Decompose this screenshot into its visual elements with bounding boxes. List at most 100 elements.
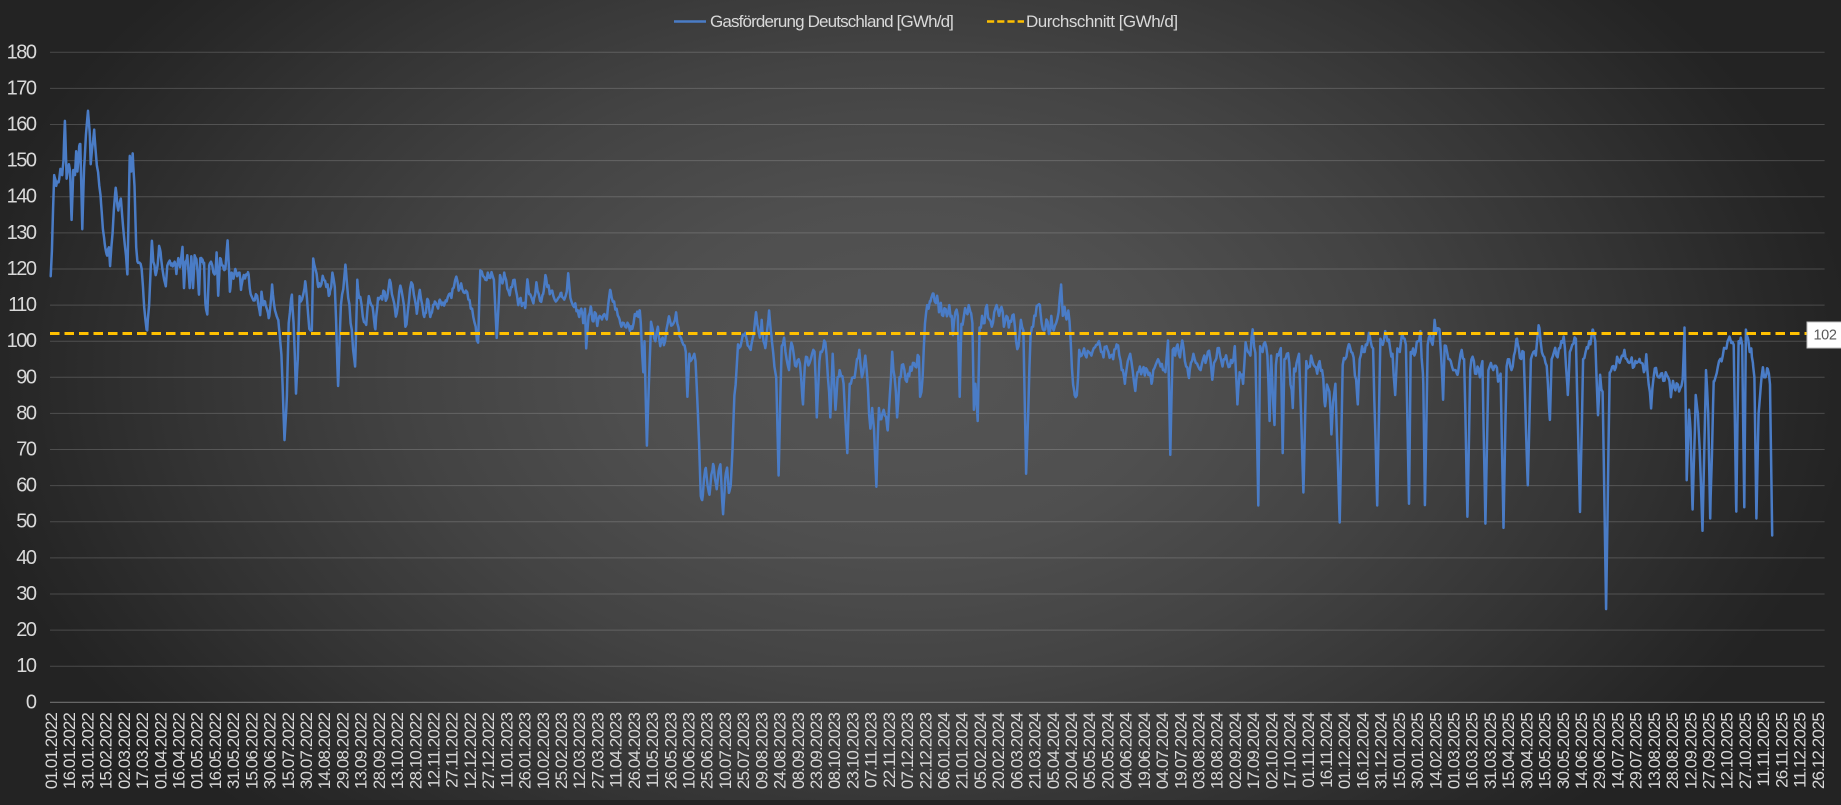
svg-text:30: 30 [16, 583, 37, 605]
svg-text:11.04.2023: 11.04.2023 [607, 713, 626, 788]
svg-text:01.01.2022: 01.01.2022 [42, 713, 61, 790]
svg-text:16.03.2025: 16.03.2025 [1463, 713, 1482, 790]
svg-text:60: 60 [16, 475, 37, 497]
svg-text:04.07.2024: 04.07.2024 [1153, 713, 1172, 790]
svg-text:27.12.2022: 27.12.2022 [479, 713, 498, 790]
svg-text:09.08.2023: 09.08.2023 [752, 713, 771, 790]
svg-text:21.03.2024: 21.03.2024 [1026, 713, 1045, 790]
svg-text:29.07.2025: 29.07.2025 [1627, 713, 1646, 790]
svg-text:01.11.2024: 01.11.2024 [1299, 713, 1318, 788]
svg-text:05.02.2024: 05.02.2024 [971, 713, 990, 790]
svg-text:01.12.2024: 01.12.2024 [1335, 713, 1354, 790]
svg-text:102: 102 [1814, 328, 1837, 344]
svg-text:11.12.2025: 11.12.2025 [1791, 713, 1810, 788]
svg-text:10.07.2023: 10.07.2023 [716, 713, 735, 790]
svg-text:16.12.2024: 16.12.2024 [1353, 713, 1372, 790]
svg-text:02.03.2022: 02.03.2022 [115, 713, 134, 790]
svg-text:24.08.2023: 24.08.2023 [771, 713, 790, 790]
svg-text:90: 90 [16, 366, 37, 388]
svg-text:16.11.2024: 16.11.2024 [1317, 713, 1336, 788]
svg-text:12.11.2022: 12.11.2022 [425, 713, 444, 788]
svg-text:25.07.2023: 25.07.2023 [734, 713, 753, 790]
svg-text:08.10.2023: 08.10.2023 [825, 713, 844, 790]
svg-text:06.03.2024: 06.03.2024 [1007, 713, 1026, 790]
svg-text:12.03.2023: 12.03.2023 [570, 713, 589, 790]
svg-text:15.01.2025: 15.01.2025 [1390, 713, 1409, 790]
svg-text:26.12.2025: 26.12.2025 [1809, 713, 1828, 790]
svg-text:23.09.2023: 23.09.2023 [807, 713, 826, 790]
svg-text:17.03.2022: 17.03.2022 [133, 713, 152, 790]
svg-text:19.07.2024: 19.07.2024 [1171, 713, 1190, 790]
svg-text:27.03.2023: 27.03.2023 [588, 713, 607, 790]
svg-text:50: 50 [16, 511, 37, 533]
svg-text:25.06.2023: 25.06.2023 [698, 713, 717, 790]
svg-text:30.01.2025: 30.01.2025 [1408, 713, 1427, 790]
svg-text:27.10.2025: 27.10.2025 [1736, 713, 1755, 790]
svg-text:28.10.2022: 28.10.2022 [406, 713, 425, 790]
svg-text:20.04.2024: 20.04.2024 [1062, 713, 1081, 790]
svg-text:03.08.2024: 03.08.2024 [1190, 713, 1209, 790]
svg-text:05.05.2024: 05.05.2024 [1080, 713, 1099, 790]
svg-text:10.06.2023: 10.06.2023 [680, 713, 699, 790]
svg-text:17.09.2024: 17.09.2024 [1244, 713, 1263, 790]
svg-text:30.06.2022: 30.06.2022 [261, 713, 280, 790]
svg-text:14.02.2025: 14.02.2025 [1426, 713, 1445, 790]
svg-text:14.06.2025: 14.06.2025 [1572, 713, 1591, 790]
svg-text:07.11.2023: 07.11.2023 [862, 713, 881, 788]
svg-text:14.08.2022: 14.08.2022 [315, 713, 334, 790]
svg-text:70: 70 [16, 439, 37, 461]
svg-text:12.10.2025: 12.10.2025 [1718, 713, 1737, 790]
svg-text:11.11.2025: 11.11.2025 [1754, 713, 1773, 787]
svg-text:11.01.2023: 11.01.2023 [497, 713, 516, 788]
svg-text:26.01.2023: 26.01.2023 [516, 713, 535, 790]
svg-text:19.06.2024: 19.06.2024 [1135, 713, 1154, 790]
svg-text:04.06.2024: 04.06.2024 [1117, 713, 1136, 790]
svg-text:05.04.2024: 05.04.2024 [1044, 713, 1063, 790]
svg-text:20.05.2024: 20.05.2024 [1098, 713, 1117, 790]
svg-text:30.04.2025: 30.04.2025 [1517, 713, 1536, 790]
svg-text:23.10.2023: 23.10.2023 [843, 713, 862, 790]
svg-text:30.07.2022: 30.07.2022 [297, 713, 316, 790]
svg-text:20.02.2024: 20.02.2024 [989, 713, 1008, 790]
svg-text:11.05.2023: 11.05.2023 [643, 713, 662, 788]
svg-text:16.05.2022: 16.05.2022 [206, 713, 225, 790]
svg-text:17.10.2024: 17.10.2024 [1281, 713, 1300, 790]
svg-text:01.05.2022: 01.05.2022 [188, 713, 207, 790]
svg-text:15.02.2022: 15.02.2022 [97, 713, 116, 790]
svg-text:150: 150 [7, 150, 37, 172]
svg-text:26.04.2023: 26.04.2023 [625, 713, 644, 790]
svg-text:31.01.2022: 31.01.2022 [78, 713, 97, 790]
svg-text:40: 40 [16, 547, 37, 569]
svg-text:13.10.2022: 13.10.2022 [388, 713, 407, 790]
svg-text:Gasförderung Deutschland [GWh/: Gasförderung Deutschland [GWh/d] [710, 12, 953, 31]
svg-text:15.06.2022: 15.06.2022 [242, 713, 261, 790]
svg-text:31.12.2024: 31.12.2024 [1372, 713, 1391, 790]
svg-text:15.07.2022: 15.07.2022 [279, 713, 298, 790]
svg-text:28.09.2022: 28.09.2022 [370, 713, 389, 790]
svg-text:80: 80 [16, 402, 37, 424]
svg-text:02.10.2024: 02.10.2024 [1262, 713, 1281, 790]
svg-text:16.01.2022: 16.01.2022 [60, 713, 79, 790]
svg-text:180: 180 [7, 41, 37, 63]
svg-text:0: 0 [26, 691, 37, 713]
svg-text:110: 110 [8, 294, 37, 316]
svg-text:29.06.2025: 29.06.2025 [1590, 713, 1609, 790]
svg-text:31.03.2025: 31.03.2025 [1481, 713, 1500, 790]
svg-text:26.11.2025: 26.11.2025 [1772, 713, 1791, 788]
svg-text:22.12.2023: 22.12.2023 [916, 713, 935, 790]
svg-text:14.07.2025: 14.07.2025 [1608, 713, 1627, 790]
svg-text:30.05.2025: 30.05.2025 [1554, 713, 1573, 790]
svg-text:08.09.2023: 08.09.2023 [789, 713, 808, 790]
svg-text:06.01.2024: 06.01.2024 [935, 713, 954, 790]
svg-text:31.05.2022: 31.05.2022 [224, 713, 243, 790]
svg-text:12.12.2022: 12.12.2022 [461, 713, 480, 790]
svg-text:15.04.2025: 15.04.2025 [1499, 713, 1518, 790]
svg-text:13.08.2025: 13.08.2025 [1645, 713, 1664, 790]
svg-text:12.09.2025: 12.09.2025 [1681, 713, 1700, 790]
svg-text:10: 10 [16, 655, 37, 677]
svg-text:26.05.2023: 26.05.2023 [661, 713, 680, 790]
svg-text:160: 160 [7, 114, 37, 136]
svg-text:07.12.2023: 07.12.2023 [898, 713, 917, 790]
svg-text:10.02.2023: 10.02.2023 [534, 713, 553, 790]
svg-text:29.08.2022: 29.08.2022 [333, 713, 352, 790]
